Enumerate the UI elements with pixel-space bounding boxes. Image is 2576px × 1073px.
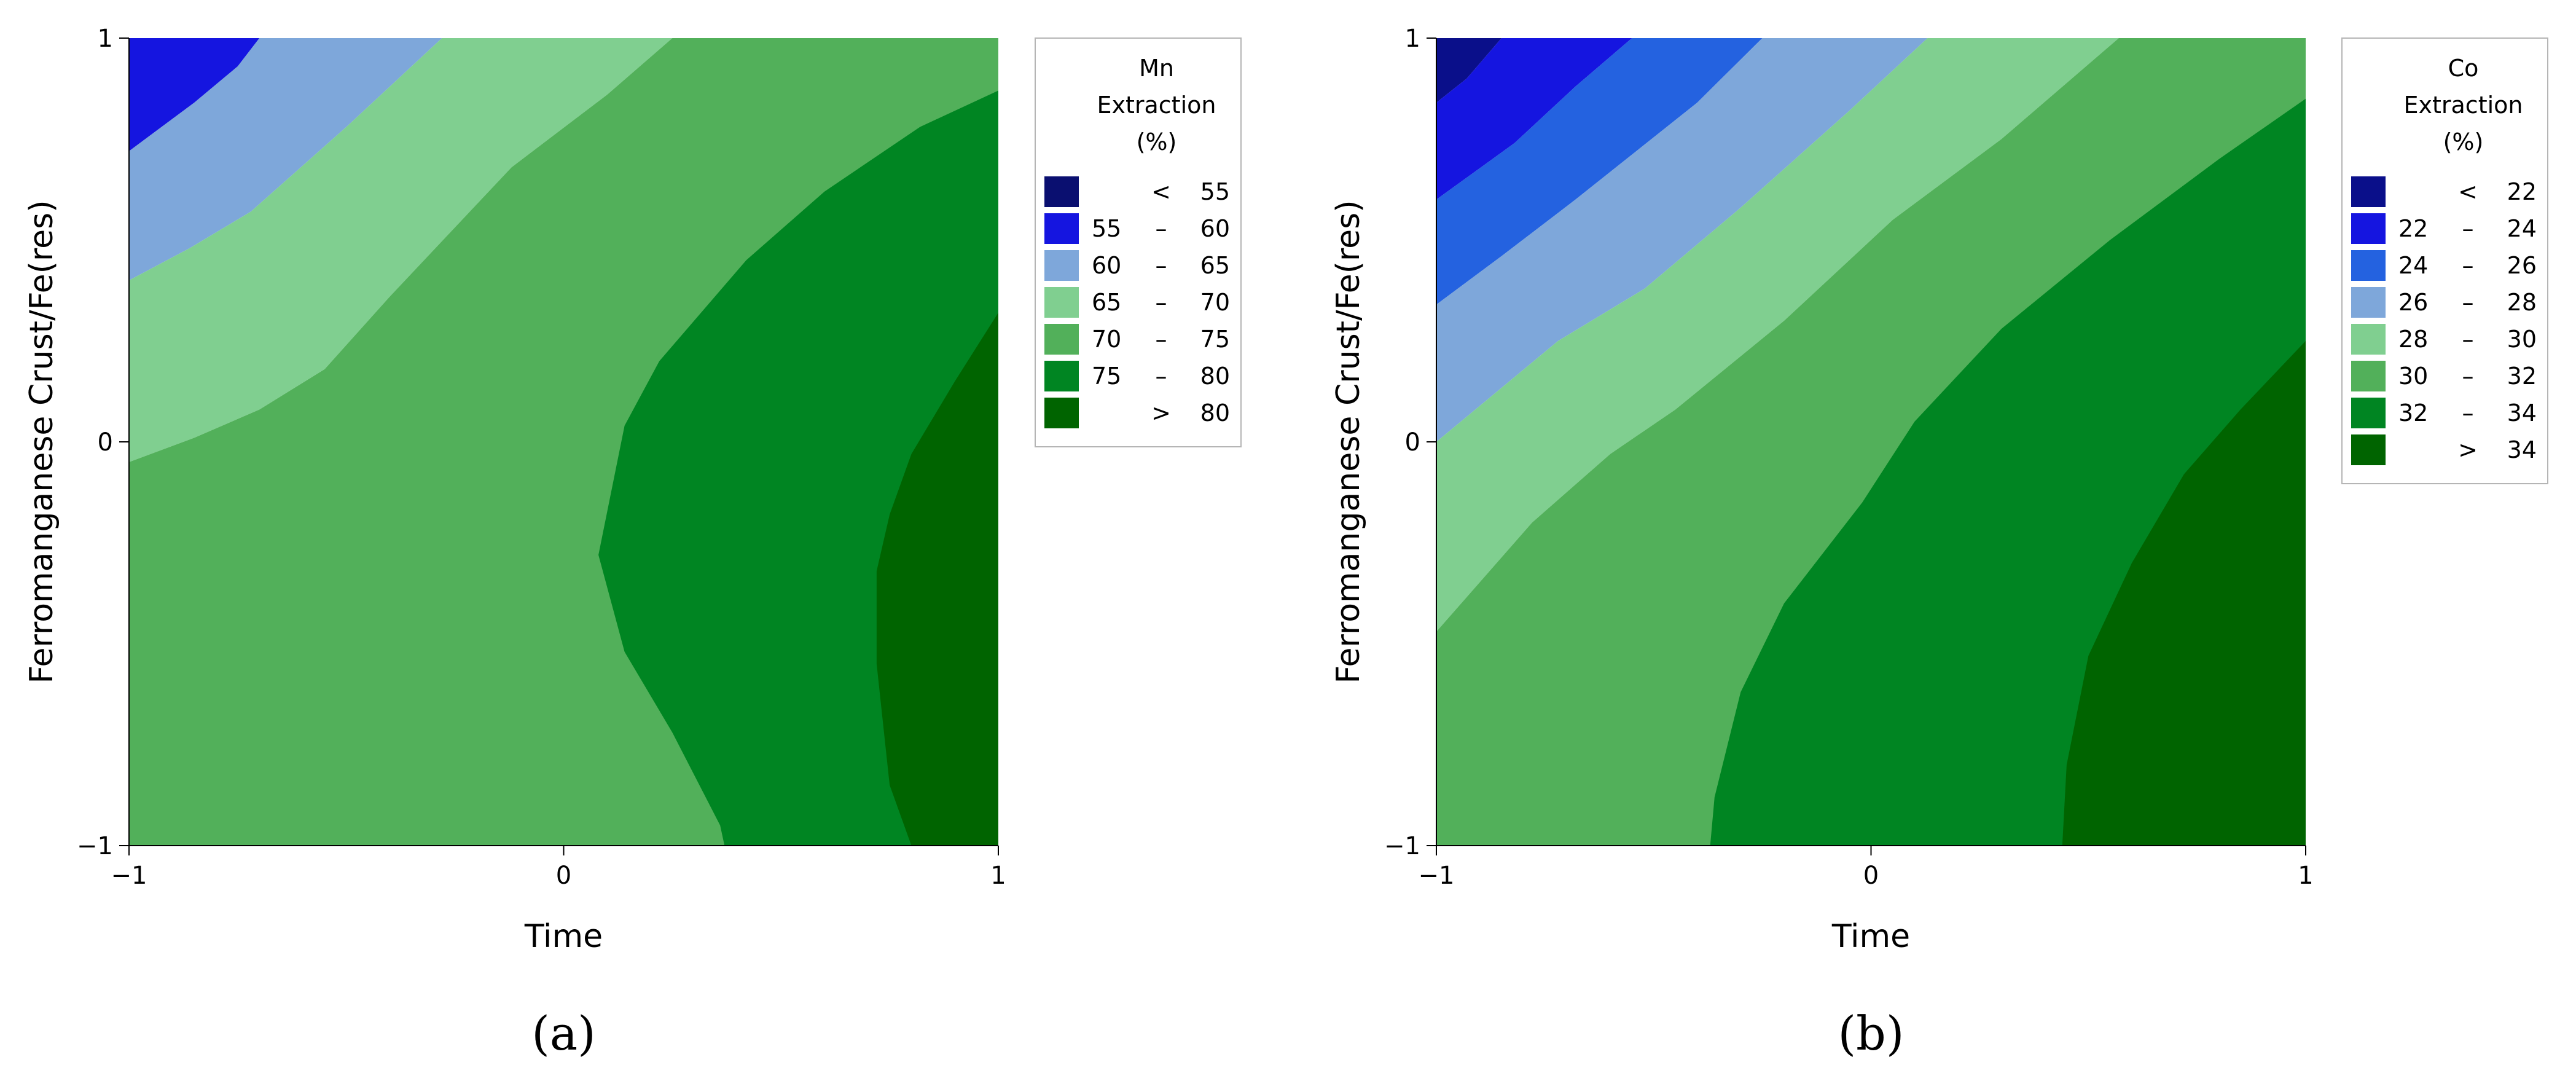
legend-label-high: 34 xyxy=(2507,399,2537,426)
legend-label-op: – xyxy=(1156,252,1167,279)
legend-label-high: 80 xyxy=(1200,399,1230,426)
contour-region xyxy=(876,312,998,846)
legend-label-high: 24 xyxy=(2507,215,2537,242)
legend-label-op: – xyxy=(2462,289,2474,316)
y-tick-label: 0 xyxy=(98,428,113,457)
legend-label-low: 24 xyxy=(2398,252,2428,279)
legend: Mn Extraction (%) < 55 55 – 60 60 – 65 65 – 70 70 – 75 75… xyxy=(1035,37,1242,447)
legend-label-op: – xyxy=(2462,326,2474,353)
legend-label-op: > xyxy=(1151,399,1171,426)
legend-title: Mn xyxy=(1139,55,1174,82)
x-axis-title: Time xyxy=(524,918,603,955)
contour-region xyxy=(129,38,442,281)
legend-swatch xyxy=(1044,287,1079,318)
contour-region xyxy=(1436,38,1502,103)
x-tick-label: 0 xyxy=(1863,862,1879,890)
legend-swatch xyxy=(2351,250,2386,281)
panel-caption: (a) xyxy=(531,1006,596,1061)
legend-label-op: < xyxy=(1151,178,1171,205)
legend-swatch xyxy=(1044,176,1079,207)
legend-label-high: 75 xyxy=(1200,326,1230,353)
legend-label-low: 60 xyxy=(1092,252,1121,279)
legend-label-op: – xyxy=(2462,363,2474,390)
panel-caption: (b) xyxy=(1838,1006,1905,1061)
x-tick-label: 0 xyxy=(556,862,571,890)
contour-region xyxy=(129,38,673,462)
x-tick-label: −1 xyxy=(1419,862,1455,890)
legend-label-op: – xyxy=(1156,215,1167,242)
legend-swatch xyxy=(1044,213,1079,244)
x-tick-label: 1 xyxy=(2298,862,2313,890)
legend-label-low: 30 xyxy=(2398,363,2428,390)
y-tick-label: 1 xyxy=(1405,25,1420,53)
legend-label-low: 65 xyxy=(1092,289,1121,316)
legend-label-high: 32 xyxy=(2507,363,2537,390)
legend-label-op: > xyxy=(2458,436,2478,463)
contour-region xyxy=(129,38,260,151)
contour-region xyxy=(2062,340,2306,846)
legend-swatch xyxy=(1044,361,1079,391)
legend-swatch xyxy=(1044,398,1079,428)
legend-title: (%) xyxy=(1137,128,1177,155)
legend-label-low: 32 xyxy=(2398,399,2428,426)
legend-label-high: 26 xyxy=(2507,252,2537,279)
legend-title: Co xyxy=(2448,55,2479,82)
panel-b: −1−1 0 0 1 1 Time Ferromanganese Crust/Fe(res)… xyxy=(1330,25,2548,1061)
legend-swatch xyxy=(2351,176,2386,207)
legend-label-low: 26 xyxy=(2398,289,2428,316)
contour-region xyxy=(1436,38,2119,632)
legend-label-op: – xyxy=(2462,215,2474,242)
legend-label-op: – xyxy=(1156,289,1167,316)
legend-label-high: 22 xyxy=(2507,178,2537,205)
contour-region xyxy=(1436,38,1928,442)
legend-label-low: 75 xyxy=(1092,363,1121,390)
y-tick-label: 1 xyxy=(98,25,113,53)
legend-title: Extraction xyxy=(1097,92,1216,119)
legend-label-high: 70 xyxy=(1200,289,1230,316)
panel-a: −1−1 0 0 1 1 Time Ferromanganese Crust/Fe(res)… xyxy=(23,25,1242,1061)
y-axis-title: Ferromanganese Crust/Fe(res) xyxy=(1330,200,1367,683)
contour-region xyxy=(1436,38,1763,305)
x-tick-label: −1 xyxy=(111,862,147,890)
legend-label-low: 28 xyxy=(2398,326,2428,353)
legend-label-op: – xyxy=(2462,252,2474,279)
y-tick-label: −1 xyxy=(77,832,113,860)
legend-swatch xyxy=(2351,287,2386,318)
legend-label-op: < xyxy=(2458,178,2478,205)
contour-region xyxy=(1436,38,1632,200)
legend-label-high: 30 xyxy=(2507,326,2537,353)
legend-label-high: 34 xyxy=(2507,436,2537,463)
legend-swatch xyxy=(2351,361,2386,391)
legend-label-high: 65 xyxy=(1200,252,1230,279)
legend-label-high: 80 xyxy=(1200,363,1230,390)
legend-label-op: – xyxy=(2462,399,2474,426)
legend-label-high: 60 xyxy=(1200,215,1230,242)
y-tick-label: 0 xyxy=(1405,428,1420,457)
legend: Co Extraction (%) < 22 22 – 24 24 – 26 26 – 28 28 – 30 30… xyxy=(2341,37,2548,484)
legend-swatch xyxy=(1044,324,1079,355)
legend-title: (%) xyxy=(2443,128,2484,155)
y-axis-title: Ferromanganese Crust/Fe(res) xyxy=(23,200,60,683)
legend-swatch xyxy=(2351,324,2386,355)
legend-swatch xyxy=(2351,213,2386,244)
legend-swatch xyxy=(2351,398,2386,428)
legend-label-low: 22 xyxy=(2398,215,2428,242)
legend-label-low: 55 xyxy=(1092,215,1121,242)
legend-title: Extraction xyxy=(2404,92,2523,119)
x-tick-label: 1 xyxy=(990,862,1006,890)
y-tick-label: −1 xyxy=(1384,832,1420,860)
legend-swatch xyxy=(2351,434,2386,465)
legend-label-high: 28 xyxy=(2507,289,2537,316)
x-axis-title: Time xyxy=(1831,918,1910,955)
legend-swatch xyxy=(1044,250,1079,281)
legend-label-high: 55 xyxy=(1200,178,1230,205)
legend-label-op: – xyxy=(1156,326,1167,353)
legend-label-low: 70 xyxy=(1092,326,1121,353)
legend-label-op: – xyxy=(1156,363,1167,390)
